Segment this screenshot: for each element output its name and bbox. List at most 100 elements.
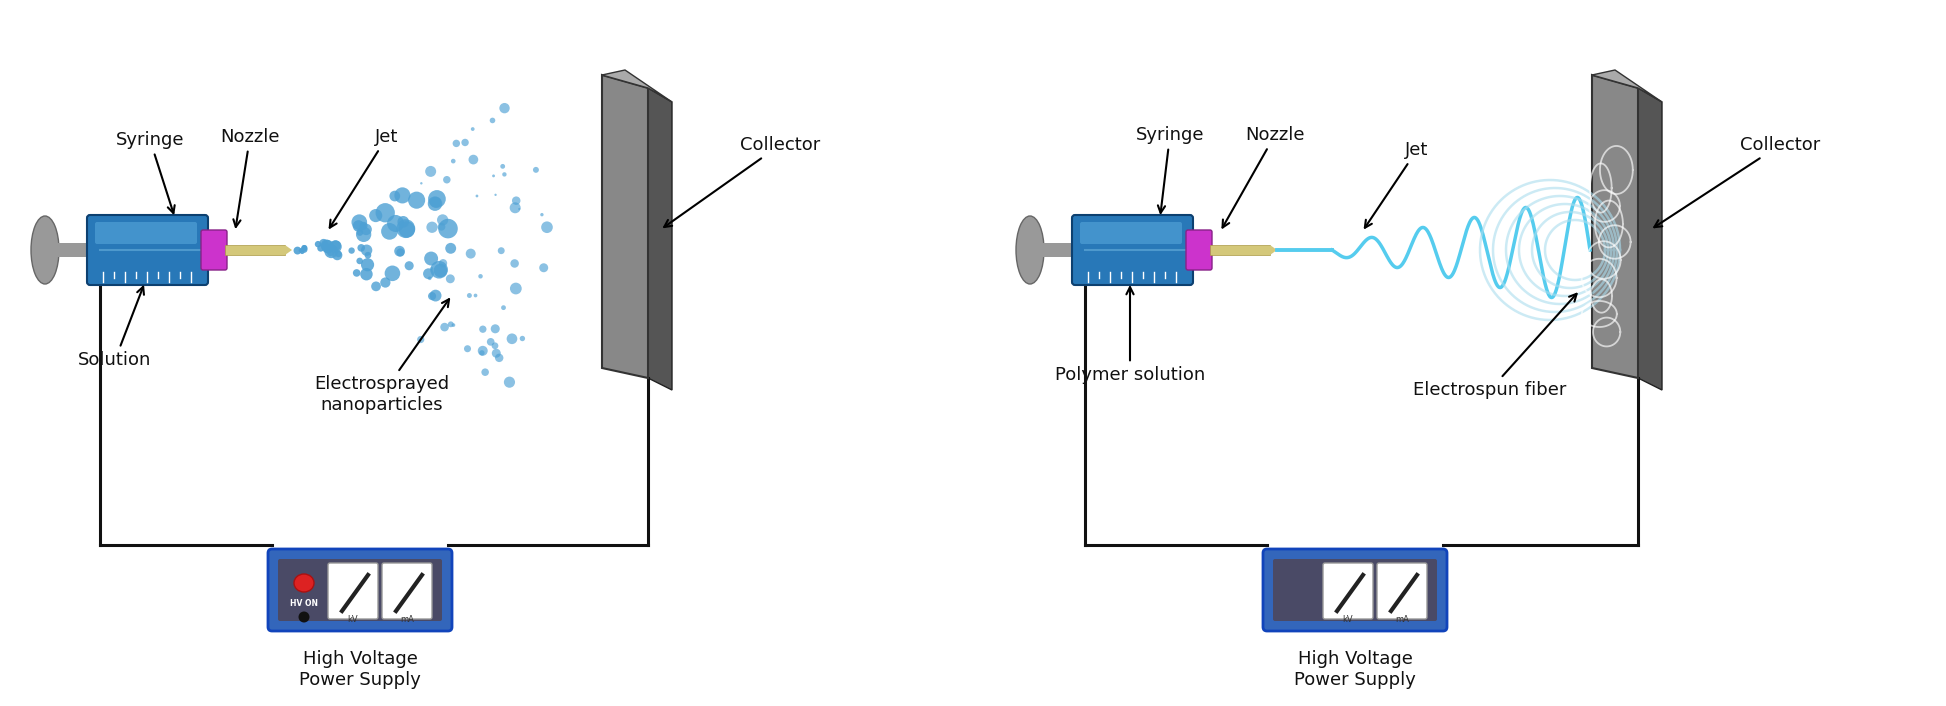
Ellipse shape — [434, 264, 448, 277]
Ellipse shape — [461, 139, 469, 146]
Ellipse shape — [364, 252, 372, 258]
FancyBboxPatch shape — [1378, 563, 1426, 619]
Ellipse shape — [486, 338, 494, 346]
FancyBboxPatch shape — [381, 563, 432, 619]
Ellipse shape — [315, 241, 321, 247]
Ellipse shape — [541, 222, 553, 233]
Ellipse shape — [409, 191, 424, 209]
Ellipse shape — [356, 229, 364, 236]
Text: Electrosprayed
nanoparticles: Electrosprayed nanoparticles — [315, 299, 450, 414]
Ellipse shape — [451, 159, 455, 163]
Polygon shape — [284, 245, 292, 255]
Text: Syringe: Syringe — [115, 131, 185, 213]
Ellipse shape — [352, 220, 364, 232]
FancyBboxPatch shape — [1263, 549, 1448, 631]
Ellipse shape — [327, 250, 333, 256]
Text: mA: mA — [401, 614, 414, 623]
Ellipse shape — [300, 249, 304, 254]
Ellipse shape — [506, 333, 518, 344]
Ellipse shape — [424, 166, 436, 177]
Ellipse shape — [298, 248, 304, 253]
FancyBboxPatch shape — [88, 215, 208, 285]
Ellipse shape — [494, 354, 504, 362]
Ellipse shape — [428, 292, 436, 300]
Ellipse shape — [31, 216, 58, 284]
Polygon shape — [1592, 70, 1662, 102]
FancyBboxPatch shape — [269, 549, 451, 631]
Ellipse shape — [446, 275, 455, 283]
Ellipse shape — [348, 247, 354, 253]
Ellipse shape — [294, 246, 302, 254]
Text: Collector: Collector — [664, 136, 821, 227]
Ellipse shape — [430, 289, 442, 301]
Ellipse shape — [331, 241, 341, 251]
FancyBboxPatch shape — [1323, 563, 1374, 619]
Ellipse shape — [500, 164, 506, 169]
Ellipse shape — [494, 193, 496, 196]
Text: Syringe: Syringe — [1136, 126, 1205, 213]
Ellipse shape — [352, 269, 360, 277]
Ellipse shape — [302, 245, 307, 251]
Ellipse shape — [325, 244, 339, 258]
Polygon shape — [601, 70, 671, 102]
Ellipse shape — [335, 251, 342, 257]
FancyBboxPatch shape — [1273, 559, 1436, 621]
Text: kV: kV — [1343, 614, 1352, 623]
FancyBboxPatch shape — [1080, 222, 1181, 244]
Ellipse shape — [420, 182, 422, 184]
Ellipse shape — [481, 369, 488, 376]
Ellipse shape — [323, 244, 333, 253]
Ellipse shape — [428, 196, 442, 211]
Text: Nozzle: Nozzle — [220, 128, 280, 227]
Ellipse shape — [479, 350, 485, 356]
Text: mA: mA — [1395, 614, 1409, 623]
Ellipse shape — [397, 249, 405, 256]
Ellipse shape — [539, 263, 549, 273]
Bar — [45, 243, 90, 257]
FancyBboxPatch shape — [1185, 230, 1212, 270]
Ellipse shape — [302, 245, 307, 251]
Ellipse shape — [465, 249, 475, 258]
Ellipse shape — [451, 323, 455, 327]
Ellipse shape — [473, 294, 477, 297]
Ellipse shape — [430, 267, 434, 270]
Ellipse shape — [370, 209, 381, 222]
Ellipse shape — [360, 268, 374, 280]
Ellipse shape — [356, 258, 364, 264]
Text: kV: kV — [348, 614, 358, 623]
Ellipse shape — [376, 203, 395, 222]
Ellipse shape — [395, 187, 411, 203]
Ellipse shape — [469, 155, 479, 164]
Ellipse shape — [510, 282, 522, 294]
Polygon shape — [1639, 88, 1662, 390]
Ellipse shape — [490, 324, 500, 333]
Ellipse shape — [475, 195, 479, 198]
Ellipse shape — [479, 274, 483, 279]
Polygon shape — [1592, 75, 1639, 378]
Ellipse shape — [333, 250, 342, 261]
Text: Nozzle: Nozzle — [1222, 126, 1304, 227]
Bar — [1029, 243, 1074, 257]
Bar — [1210, 245, 1271, 255]
Ellipse shape — [387, 215, 405, 232]
FancyBboxPatch shape — [1072, 215, 1193, 285]
Ellipse shape — [502, 305, 506, 310]
Ellipse shape — [446, 243, 455, 253]
Ellipse shape — [416, 336, 424, 343]
Ellipse shape — [397, 219, 414, 238]
Ellipse shape — [533, 167, 539, 173]
Ellipse shape — [329, 240, 342, 253]
Ellipse shape — [321, 240, 335, 253]
Ellipse shape — [430, 197, 442, 208]
Ellipse shape — [317, 245, 325, 251]
Ellipse shape — [399, 221, 414, 238]
Ellipse shape — [360, 244, 372, 256]
Ellipse shape — [463, 345, 471, 352]
Ellipse shape — [479, 325, 486, 333]
FancyBboxPatch shape — [278, 559, 442, 621]
Ellipse shape — [510, 259, 520, 268]
Text: High Voltage
Power Supply: High Voltage Power Supply — [1294, 650, 1417, 689]
Ellipse shape — [360, 258, 374, 271]
Ellipse shape — [438, 223, 446, 231]
Ellipse shape — [395, 246, 405, 256]
